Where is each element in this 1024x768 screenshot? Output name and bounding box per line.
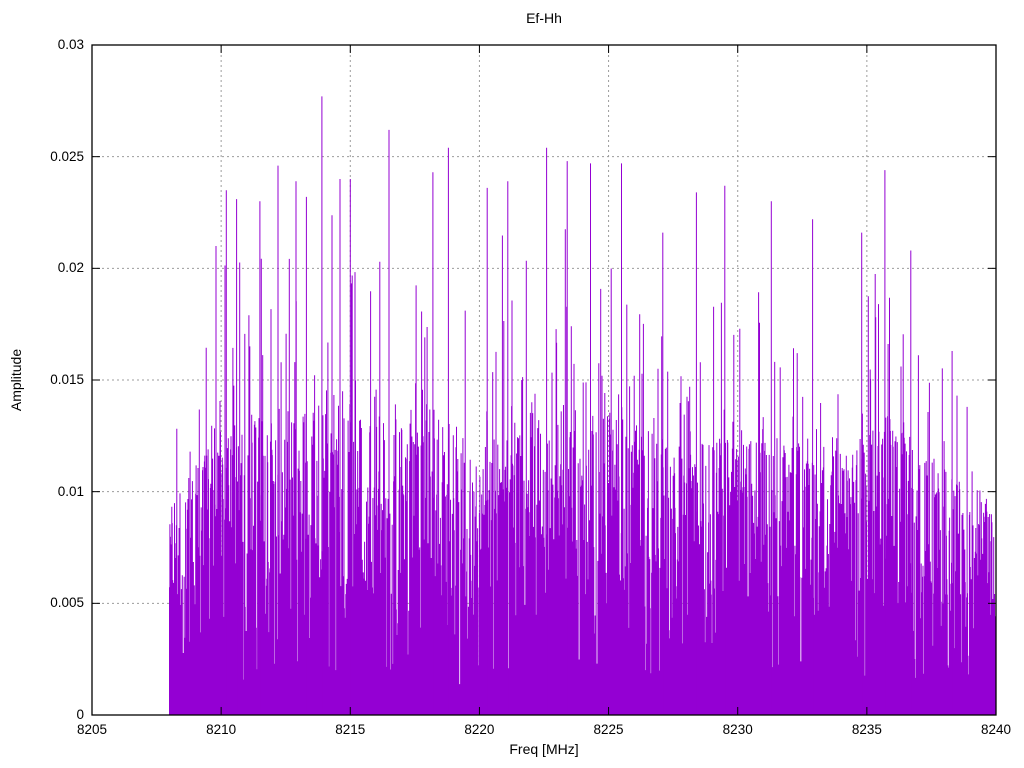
impulse-series xyxy=(169,215,997,715)
x-tick-label: 8215 xyxy=(335,722,366,737)
y-tick-label: 0.02 xyxy=(57,260,84,276)
y-tick-label: 0.03 xyxy=(57,37,84,52)
x-tick-label: 8205 xyxy=(76,722,108,737)
peak-impulses xyxy=(215,96,953,715)
y-tick-label: 0.025 xyxy=(50,148,84,164)
x-tick-label: 8230 xyxy=(722,722,753,737)
x-tick-label: 8210 xyxy=(206,722,237,737)
y-tick-label: 0.01 xyxy=(57,483,84,499)
chart-title: Ef-Hh xyxy=(526,10,562,26)
y-tick-label: 0.015 xyxy=(50,372,84,387)
x-tick-label: 8220 xyxy=(464,722,495,737)
y-tick-label: 0.005 xyxy=(50,595,84,611)
x-axis-label: Freq [MHz] xyxy=(509,741,579,757)
x-tick-label: 8225 xyxy=(593,722,624,737)
y-tick-label: 0 xyxy=(76,707,84,722)
x-tick-label: 8235 xyxy=(851,722,882,737)
x-tick-label: 8240 xyxy=(980,722,1012,737)
